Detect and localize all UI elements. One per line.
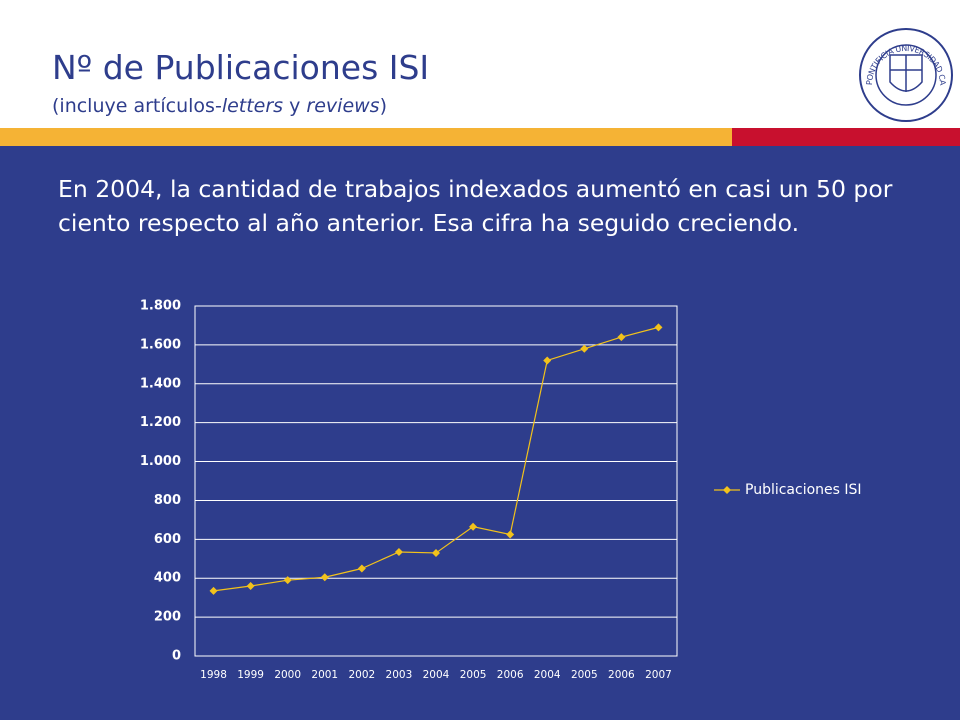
- data-point: [394, 547, 403, 556]
- logo-text: PONTIFICIA UNIVERSIDAD CATOLICA DE CHILE: [0, 0, 948, 86]
- legend-label: Publicaciones ISI: [745, 482, 862, 498]
- logo-shield: [889, 54, 923, 92]
- x-tick-label: 2004: [534, 669, 561, 681]
- slide-title: Nº de Publicaciones ISI: [52, 48, 430, 87]
- data-point: [246, 582, 255, 590]
- stripe: [0, 128, 732, 146]
- data-point: [654, 323, 663, 332]
- subtitle-part: ): [379, 95, 387, 117]
- data-point: [357, 564, 366, 573]
- stripe: [732, 128, 960, 146]
- subtitle-part: y: [283, 95, 307, 117]
- x-tick-label: 1998: [200, 669, 227, 681]
- plot-area: [194, 305, 678, 657]
- y-tick-label: 1.800: [140, 299, 181, 314]
- legend-marker: [723, 486, 731, 494]
- y-tick-label: 1.000: [140, 454, 181, 469]
- data-point: [320, 573, 329, 582]
- logo-ring: [875, 44, 937, 106]
- x-tick-label: 2006: [497, 669, 524, 681]
- x-tick-label: 2005: [571, 669, 598, 681]
- data-point: [617, 333, 626, 342]
- y-tick-label: 0: [172, 649, 181, 664]
- subtitle-part: reviews: [306, 95, 380, 117]
- y-tick-label: 800: [154, 493, 181, 508]
- data-point: [209, 586, 218, 595]
- data-point: [543, 356, 552, 365]
- logo: PONTIFICIA UNIVERSIDAD CATOLICA DE CHILE: [0, 0, 953, 122]
- body-text: En 2004, la cantidad de trabajos indexad…: [58, 175, 893, 237]
- y-tick-label: 1.400: [140, 376, 181, 391]
- subtitle-part: (incluye artículos-: [52, 95, 222, 117]
- data-point: [469, 522, 478, 531]
- x-tick-label: 2007: [645, 669, 672, 681]
- x-tick-label: 2006: [608, 669, 635, 681]
- data-point: [283, 576, 292, 585]
- y-tick-label: 400: [154, 571, 181, 586]
- header: [0, 0, 960, 128]
- y-tick-label: 600: [154, 532, 181, 547]
- logo-ring: [859, 28, 953, 122]
- x-tick-label: 1999: [237, 669, 264, 681]
- data-point: [580, 344, 589, 353]
- logo-text-path: PONTIFICIA UNIVERSIDAD CATOLICA DE CHILE: [0, 0, 948, 86]
- y-tick-label: 200: [154, 610, 181, 625]
- slide-subtitle: (incluye artículos-letters y reviews): [52, 95, 387, 117]
- x-tick-label: 2000: [274, 669, 301, 681]
- x-tick-label: 2002: [348, 669, 375, 681]
- data-point: [506, 530, 515, 539]
- y-tick-label: 1.600: [140, 337, 181, 352]
- x-tick-label: 2003: [386, 669, 413, 681]
- x-tick-label: 2005: [460, 669, 487, 681]
- data-point: [432, 548, 440, 557]
- subtitle-part: letters: [221, 95, 284, 117]
- y-tick-label: 1.200: [140, 415, 181, 430]
- x-tick-label: 2001: [311, 669, 338, 681]
- x-tick-label: 2004: [423, 669, 450, 681]
